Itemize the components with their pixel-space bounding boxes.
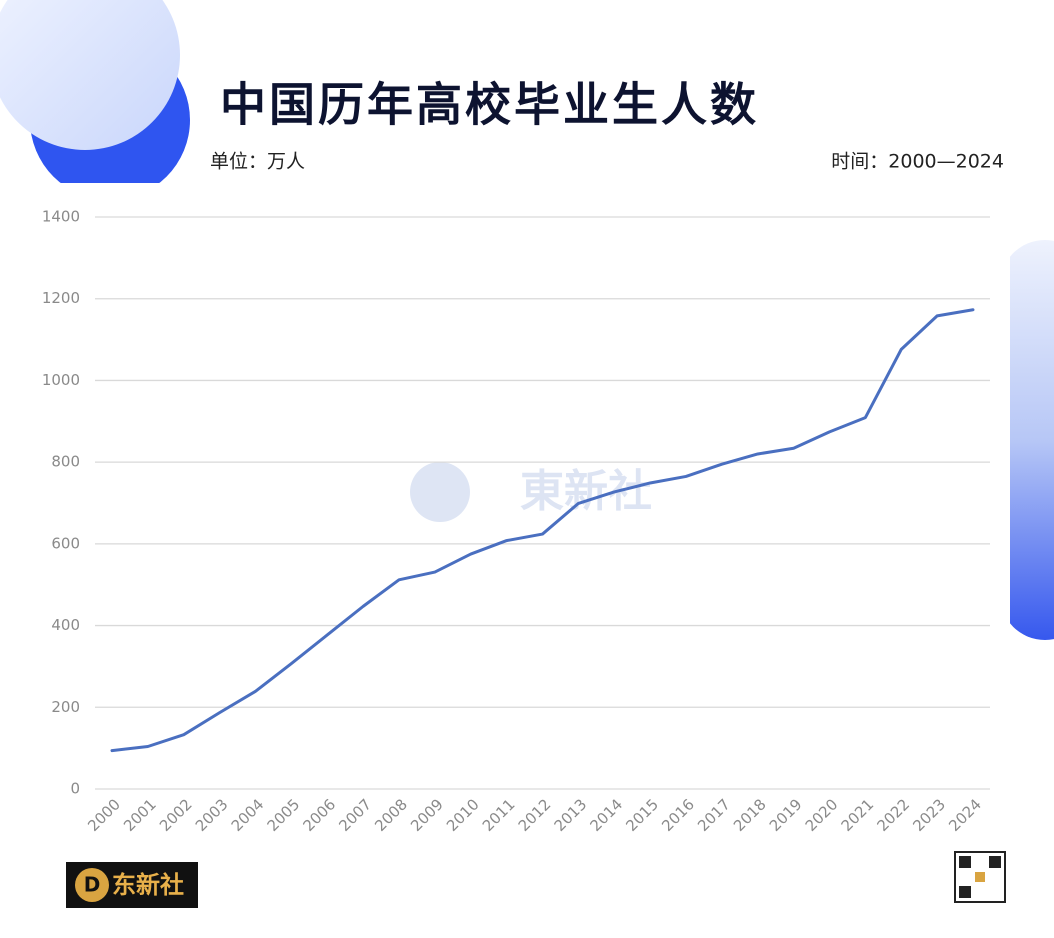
data-line bbox=[110, 308, 975, 753]
watermark-text: 東新社 bbox=[520, 466, 652, 517]
y-tick-label: 400 bbox=[51, 616, 80, 634]
decor-circle bbox=[0, 0, 180, 150]
brand-logo bbox=[75, 868, 109, 902]
qr-finder bbox=[959, 856, 971, 868]
period-label: 时间：2000—2024 bbox=[831, 151, 1004, 173]
y-tick-label: 600 bbox=[51, 534, 80, 552]
y-tick-label: 0 bbox=[70, 780, 80, 798]
chart-title: 中国历年高校毕业生人数 bbox=[220, 78, 759, 132]
brand-mark: D bbox=[84, 873, 101, 897]
qr-logo bbox=[975, 872, 985, 882]
watermark: 東新社 bbox=[410, 462, 652, 522]
y-tick-label: 1000 bbox=[42, 371, 80, 389]
chart-panel bbox=[27, 183, 1010, 853]
brand-name: 东新社 bbox=[112, 871, 184, 899]
y-tick-label: 200 bbox=[51, 698, 80, 716]
watermark-logo bbox=[410, 462, 470, 522]
unit-label: 单位：万人 bbox=[210, 151, 305, 173]
y-tick-label: 1200 bbox=[42, 289, 80, 307]
y-tick-label: 800 bbox=[51, 453, 80, 471]
decor-pill bbox=[1000, 240, 1054, 640]
qr-finder bbox=[989, 856, 1001, 868]
qr-code bbox=[954, 851, 1006, 903]
qr-finder bbox=[959, 886, 971, 898]
y-tick-label: 1400 bbox=[42, 208, 80, 226]
